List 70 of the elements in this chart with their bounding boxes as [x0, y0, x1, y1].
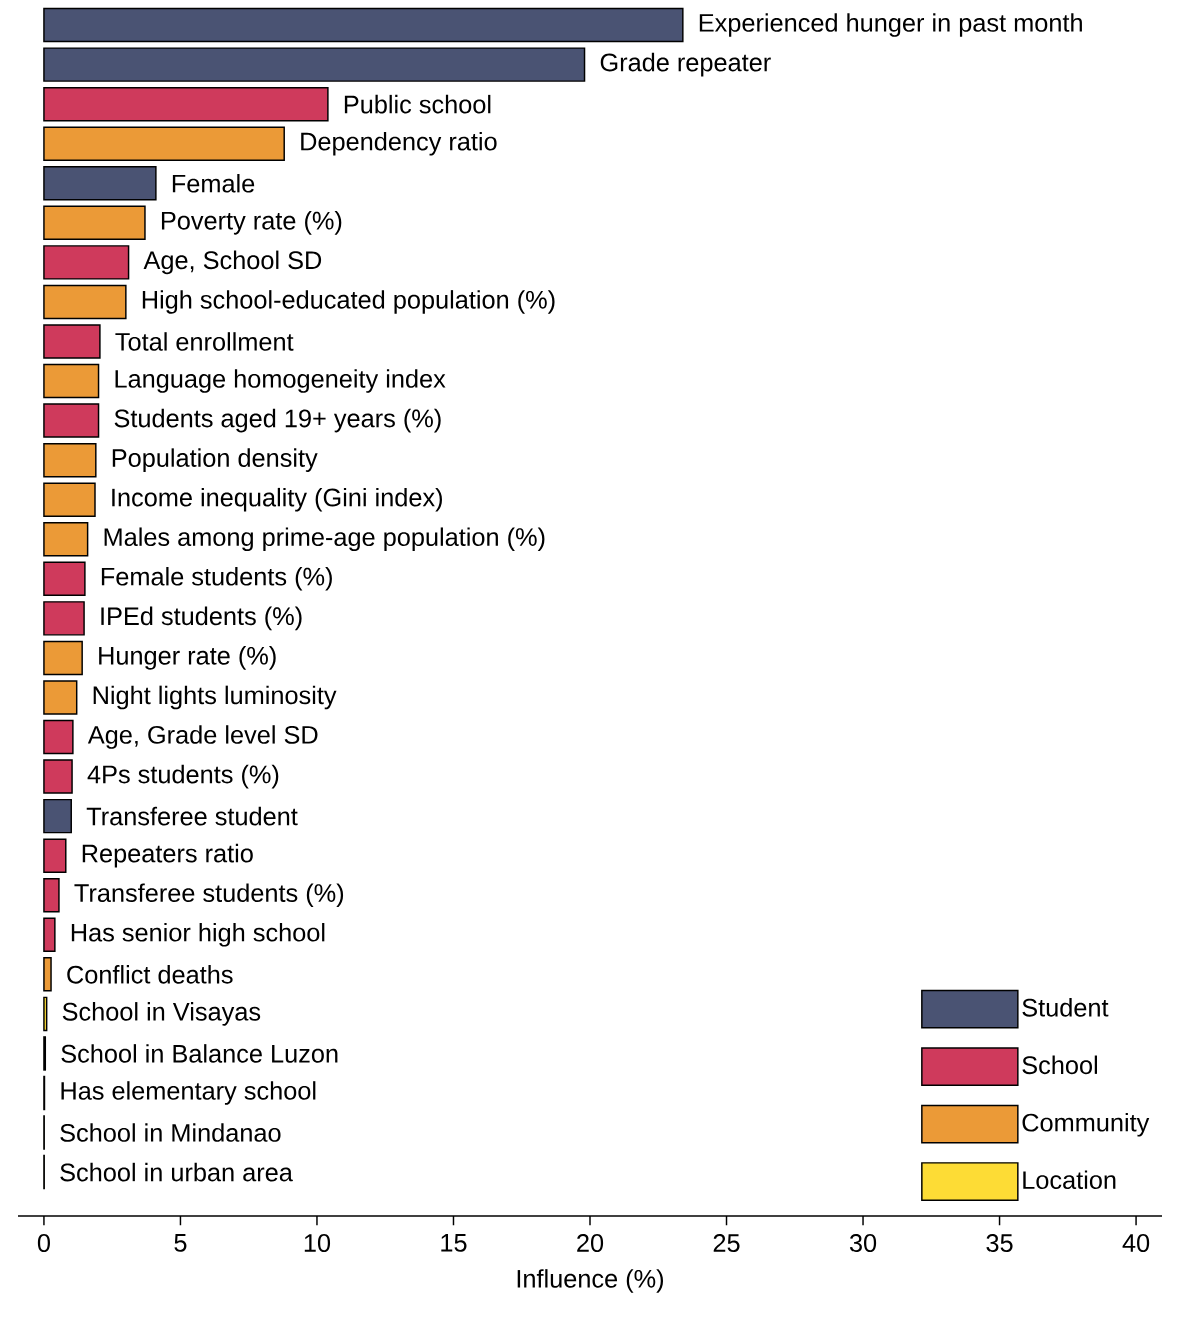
- y-tick-label: Transferee students (%): [74, 883, 344, 908]
- x-tick-label: 25: [713, 1234, 740, 1252]
- bar: [43, 126, 285, 161]
- y-tick-label: Total enrollment: [115, 332, 294, 351]
- y-tick-label: Males among prime-age population (%): [104, 527, 545, 552]
- bar: [43, 205, 146, 241]
- bar: [43, 917, 56, 953]
- legend-label: School: [1022, 1055, 1097, 1075]
- y-tick-label: High school-educated population (%): [142, 290, 555, 314]
- bar: [43, 996, 48, 1032]
- bar: [43, 522, 89, 557]
- bar: [43, 601, 85, 636]
- y-tick-label: Conflict deaths: [67, 965, 233, 984]
- bar: [43, 324, 101, 359]
- y-tick-label: School in urban area: [60, 1162, 293, 1182]
- y-tick-label: Female students (%): [101, 567, 332, 591]
- bar: [43, 245, 130, 280]
- bar: [43, 47, 586, 82]
- legend-label: Community: [1022, 1112, 1150, 1137]
- bar: [43, 759, 73, 794]
- x-tick-label: 15: [441, 1234, 467, 1252]
- bar: [43, 363, 100, 399]
- bar: [43, 798, 72, 834]
- y-tick-label: Has elementary school: [61, 1081, 316, 1105]
- y-tick-label: School in Mindanao: [60, 1123, 281, 1142]
- x-axis-title: Influence (%): [517, 1269, 664, 1293]
- x-tick-label: 40: [1122, 1234, 1150, 1252]
- y-tick-label: Has senior high school: [71, 922, 325, 947]
- bar: [43, 482, 96, 517]
- y-tick-label: Repeaters ratio: [82, 843, 253, 868]
- x-tick-label: 20: [577, 1234, 604, 1252]
- y-tick-label: 4Ps students (%): [87, 764, 279, 789]
- y-tick-label: IPEd students (%): [101, 606, 302, 631]
- x-tick-label: 0: [37, 1234, 50, 1252]
- y-tick-label: Age, Grade level SD: [87, 725, 318, 749]
- y-tick-label: Population density: [112, 448, 318, 472]
- bar: [43, 7, 684, 43]
- x-tick-label: 5: [174, 1234, 187, 1252]
- y-tick-label: School in Balance Luzon: [61, 1044, 338, 1063]
- y-tick-label: Night lights luminosity: [93, 685, 337, 710]
- bar: [43, 403, 100, 438]
- bar: [43, 680, 78, 715]
- bar: [43, 284, 127, 320]
- bar: [43, 838, 67, 873]
- bar: [43, 86, 329, 122]
- bar: [43, 957, 52, 992]
- bar: [43, 719, 74, 755]
- x-tick-label: 30: [849, 1234, 877, 1252]
- y-tick-label: Age, School SD: [143, 250, 322, 275]
- y-tick-label: Grade repeater: [600, 52, 771, 77]
- y-tick-label: Dependency ratio: [301, 131, 497, 156]
- y-tick-label: Female: [172, 173, 255, 193]
- bar: [43, 442, 97, 478]
- bar: [43, 640, 83, 676]
- legend-label: Student: [1022, 998, 1109, 1017]
- y-tick-label: Poverty rate (%): [161, 211, 342, 235]
- x-tick-label: 10: [304, 1234, 331, 1252]
- y-tick-label: Experienced hunger in past month: [699, 13, 1082, 37]
- bar: [43, 561, 86, 597]
- y-tick-label: Language homogeneity index: [115, 369, 446, 393]
- bar: [43, 877, 60, 913]
- y-tick-label: Income inequality (Gini index): [112, 487, 442, 512]
- y-tick-label: Public school: [344, 94, 491, 114]
- y-tick-label: Hunger rate (%): [99, 646, 276, 670]
- bar: [43, 166, 157, 201]
- y-tick-label: School in Visayas: [62, 1002, 261, 1026]
- legend-label: Location: [1023, 1170, 1116, 1190]
- x-tick-label: 35: [986, 1234, 1013, 1252]
- y-tick-label: Transferee student: [86, 806, 298, 826]
- y-tick-label: Students aged 19+ years (%): [114, 408, 441, 433]
